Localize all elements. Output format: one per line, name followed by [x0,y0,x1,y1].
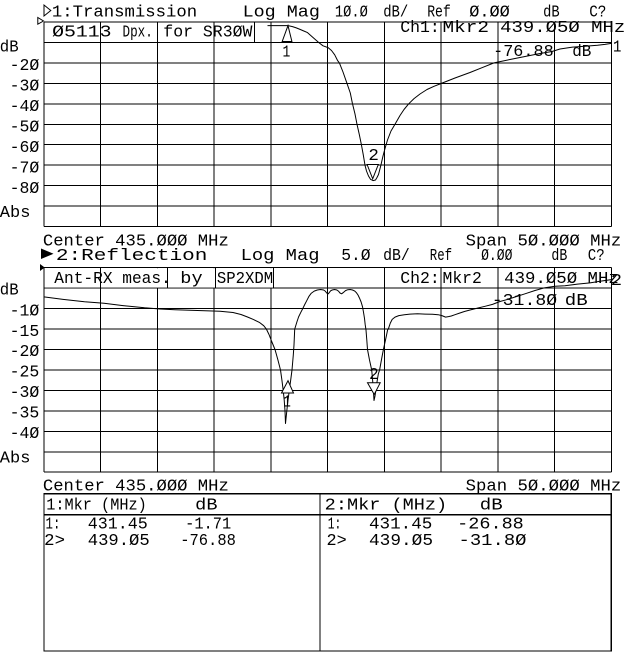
svg-text:439.Ø5Ø MHz: 439.Ø5Ø MHz [504,270,619,289]
svg-text:-2Ø: -2Ø [10,343,40,362]
svg-text:Abs: Abs [0,204,30,223]
svg-text:-1.71: -1.71 [185,516,231,535]
svg-text:-7Ø: -7Ø [10,159,40,178]
svg-text:-31.8Ø: -31.8Ø [459,532,527,551]
svg-text:-2Ø: -2Ø [10,57,40,76]
svg-text:SP2XDM: SP2XDM [217,270,273,289]
svg-text:Ant-RX meas.: Ant-RX meas. [54,270,171,289]
svg-text:Ø.ØØ: Ø.ØØ [481,247,512,266]
svg-text:Log Mag: Log Mag [243,4,320,23]
svg-text:Ø.ØØ: Ø.ØØ [469,4,510,23]
svg-text:dB: dB [543,4,560,23]
svg-text:Abs: Abs [0,450,30,469]
svg-text:-25: -25 [10,364,40,383]
svg-text:dB: dB [480,497,503,516]
svg-text:Ch1:: Ch1: [400,19,440,38]
svg-text:1:Transmission: 1:Transmission [52,4,197,23]
svg-text:2: 2 [369,366,379,385]
svg-text:1:Mkr (MHz): 1:Mkr (MHz) [46,497,147,516]
svg-text:dB: dB [551,247,567,266]
svg-text:431.45: 431.45 [88,516,148,535]
svg-text:Span 5Ø.ØØØ MHz: Span 5Ø.ØØØ MHz [466,233,622,252]
svg-text:Ch2:: Ch2: [400,270,440,289]
svg-text:Ref: Ref [427,4,451,23]
svg-text:Mkr2: Mkr2 [443,19,490,38]
svg-text:C?: C? [589,4,606,23]
svg-text:1: 1 [613,39,621,58]
svg-text:1: 1 [283,394,291,413]
svg-text:-15: -15 [10,323,40,342]
svg-text:431.45: 431.45 [369,516,432,535]
svg-text:-4Ø: -4Ø [10,98,40,117]
svg-text:1:: 1: [46,516,61,535]
svg-text:1Ø.Ø: 1Ø.Ø [335,4,368,23]
svg-text:2:Reflection: 2:Reflection [56,247,208,266]
svg-text:-76.88: -76.88 [493,43,554,62]
svg-text:439.Ø5Ø MHz: 439.Ø5Ø MHz [500,19,625,38]
svg-text:2>: 2> [44,532,65,551]
svg-text:2>: 2> [327,532,347,551]
svg-text:1: 1 [283,43,291,62]
svg-text:-4Ø: -4Ø [10,425,40,444]
svg-text:-5Ø: -5Ø [10,118,40,137]
svg-text:Span 5Ø.ØØØ MHz: Span 5Ø.ØØØ MHz [466,478,622,497]
svg-text:dB: dB [572,43,591,62]
svg-text:C?: C? [588,247,605,266]
svg-text:-8Ø: -8Ø [10,180,40,199]
svg-text:1:: 1: [328,516,342,535]
svg-text:-35: -35 [10,405,40,424]
svg-text:5.Ø: 5.Ø [341,247,370,266]
svg-text:dB: dB [0,282,19,301]
svg-text:dB/: dB/ [383,4,408,23]
svg-text:Log Mag: Log Mag [241,247,320,266]
svg-text:2: 2 [611,272,622,291]
svg-text:by: by [180,270,202,289]
svg-text:-26.88: -26.88 [457,516,524,535]
svg-text:Ø5113: Ø5113 [52,24,112,43]
svg-text:-31.8Ø: -31.8Ø [492,292,557,311]
svg-text:dB: dB [565,292,588,311]
svg-text:Center 435.ØØØ MHz: Center 435.ØØØ MHz [43,233,229,252]
svg-text:Mkr2: Mkr2 [443,270,482,289]
svg-text:2:Mkr (MHz): 2:Mkr (MHz) [325,497,448,516]
svg-text:for SR3ØW: for SR3ØW [163,24,253,43]
svg-text:dB/: dB/ [383,247,410,266]
svg-text:Ref: Ref [430,247,452,266]
svg-text:Dpx.: Dpx. [123,24,153,43]
svg-text:-6Ø: -6Ø [10,139,40,158]
svg-text:2: 2 [368,147,379,166]
svg-text:-1Ø: -1Ø [10,302,40,321]
svg-text:dB: dB [195,497,217,516]
svg-text:dB: dB [0,38,19,57]
svg-text:-3Ø: -3Ø [10,384,40,403]
svg-text:-76.88: -76.88 [180,532,236,551]
svg-text:439.Ø5: 439.Ø5 [369,532,433,551]
svg-text:439.Ø5: 439.Ø5 [88,532,150,551]
svg-text:-3Ø: -3Ø [10,78,40,97]
svg-text:Center 435.ØØØ MHz: Center 435.ØØØ MHz [43,478,229,497]
